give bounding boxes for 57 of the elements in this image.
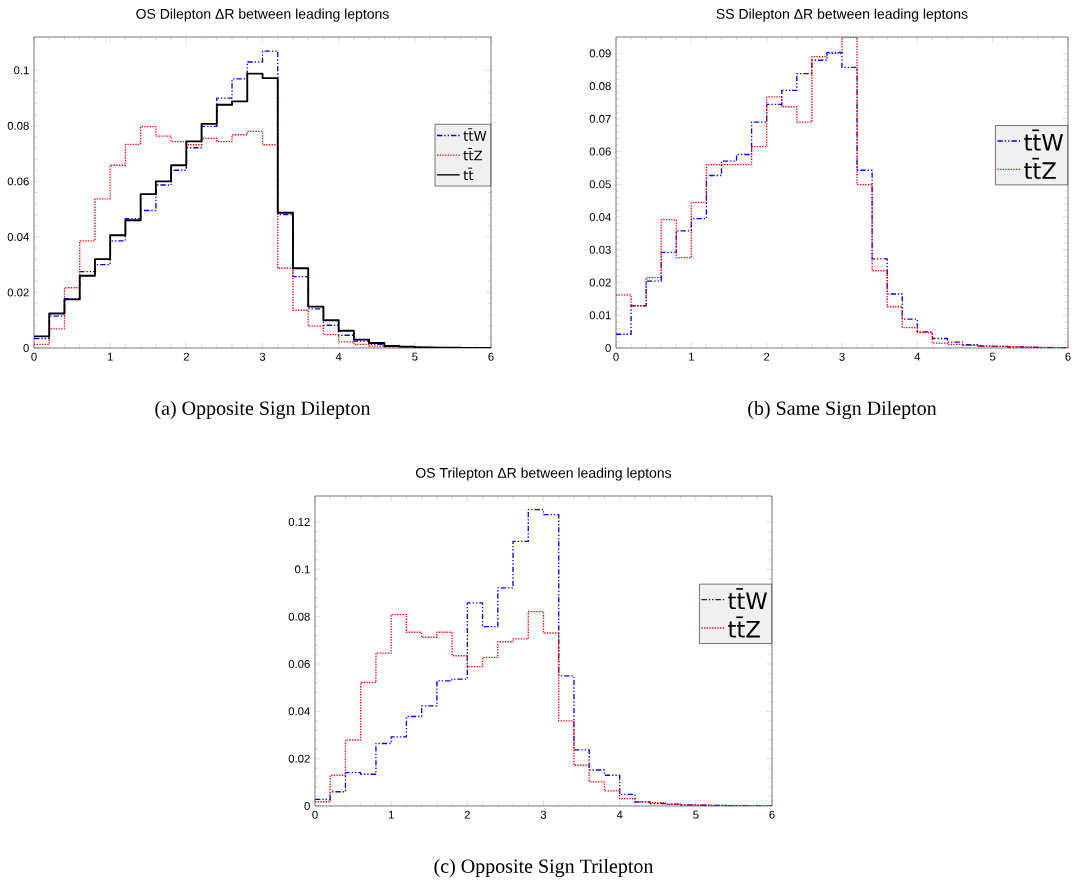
y-tick-label: 0.07 bbox=[589, 114, 611, 123]
x-tick-label: 1 bbox=[689, 352, 694, 361]
x-tick-label: 4 bbox=[616, 810, 623, 819]
y-tick-label: 0.02 bbox=[7, 288, 29, 297]
x-tick-label: 5 bbox=[693, 810, 699, 819]
y-tick-label: 0.01 bbox=[589, 311, 611, 320]
y-tick-label: 0.06 bbox=[288, 660, 310, 669]
y-tick-label: 0.08 bbox=[288, 612, 310, 621]
y-tick-label: 0 bbox=[605, 343, 611, 352]
x-tick-label: 5 bbox=[412, 352, 418, 361]
x-tick-label: 1 bbox=[107, 352, 113, 361]
x-tick-label: 3 bbox=[259, 352, 266, 361]
text: (a) Opposite Sign Dilepton bbox=[155, 400, 371, 420]
legend-label: tt̄W bbox=[1024, 129, 1063, 151]
y-tick-label: 0.1 bbox=[13, 66, 29, 75]
x-tick-label: 6 bbox=[1065, 352, 1071, 361]
x-tick-label: 0 bbox=[312, 810, 318, 819]
x-tick-label: 2 bbox=[183, 352, 189, 361]
chart-title: OS Trilepton ΔR between leading leptons bbox=[416, 467, 672, 481]
text: (c) Opposite Sign Trilepton bbox=[434, 858, 654, 878]
y-tick-label: 0.03 bbox=[589, 245, 611, 254]
x-tick-label: 3 bbox=[839, 352, 845, 361]
y-tick-label: 0.04 bbox=[589, 213, 611, 222]
legend-label: tt̄ bbox=[463, 167, 474, 181]
y-tick-label: 0.04 bbox=[288, 707, 310, 716]
y-tick-label: 0.08 bbox=[7, 121, 29, 130]
x-tick-label: 2 bbox=[464, 810, 470, 819]
y-tick-label: 0.09 bbox=[589, 49, 611, 58]
x-tick-label: 5 bbox=[989, 352, 996, 361]
y-tick-label: 0.06 bbox=[7, 177, 29, 186]
x-tick-label: 0 bbox=[613, 352, 619, 361]
legend-label: tt̄Z bbox=[463, 147, 483, 161]
y-tick-label: 0.06 bbox=[589, 147, 611, 156]
chart-title: SS Dilepton ΔR between leading leptons bbox=[716, 8, 968, 22]
x-tick-label: 2 bbox=[764, 352, 770, 361]
chart-title: OS Dilepton ΔR between leading leptons bbox=[136, 8, 389, 22]
legend-label: tt̄Z bbox=[728, 616, 760, 638]
x-tick-label: 6 bbox=[769, 810, 775, 819]
y-tick-label: 0 bbox=[23, 343, 29, 352]
x-tick-label: 0 bbox=[31, 352, 37, 361]
legend-label: tt̄W bbox=[728, 588, 767, 610]
x-tick-label: 1 bbox=[388, 810, 394, 819]
text: (b) Same Sign Dilepton bbox=[748, 400, 937, 420]
y-tick-label: 0.02 bbox=[288, 754, 310, 763]
y-tick-label: 0.02 bbox=[589, 278, 611, 287]
y-tick-label: 0.12 bbox=[288, 518, 310, 527]
y-tick-label: 0.1 bbox=[294, 565, 310, 574]
y-tick-label: 0 bbox=[304, 801, 310, 810]
y-tick-label: 0.04 bbox=[7, 232, 29, 241]
y-tick-label: 0.05 bbox=[589, 180, 611, 189]
x-tick-label: 6 bbox=[488, 352, 494, 361]
x-tick-label: 4 bbox=[914, 352, 921, 361]
legend-label: tt̄Z bbox=[1024, 157, 1056, 179]
x-tick-label: 3 bbox=[540, 810, 547, 819]
x-tick-label: 4 bbox=[335, 352, 342, 361]
y-tick-label: 0.08 bbox=[589, 82, 611, 91]
legend-label: tt̄W bbox=[463, 128, 487, 141]
